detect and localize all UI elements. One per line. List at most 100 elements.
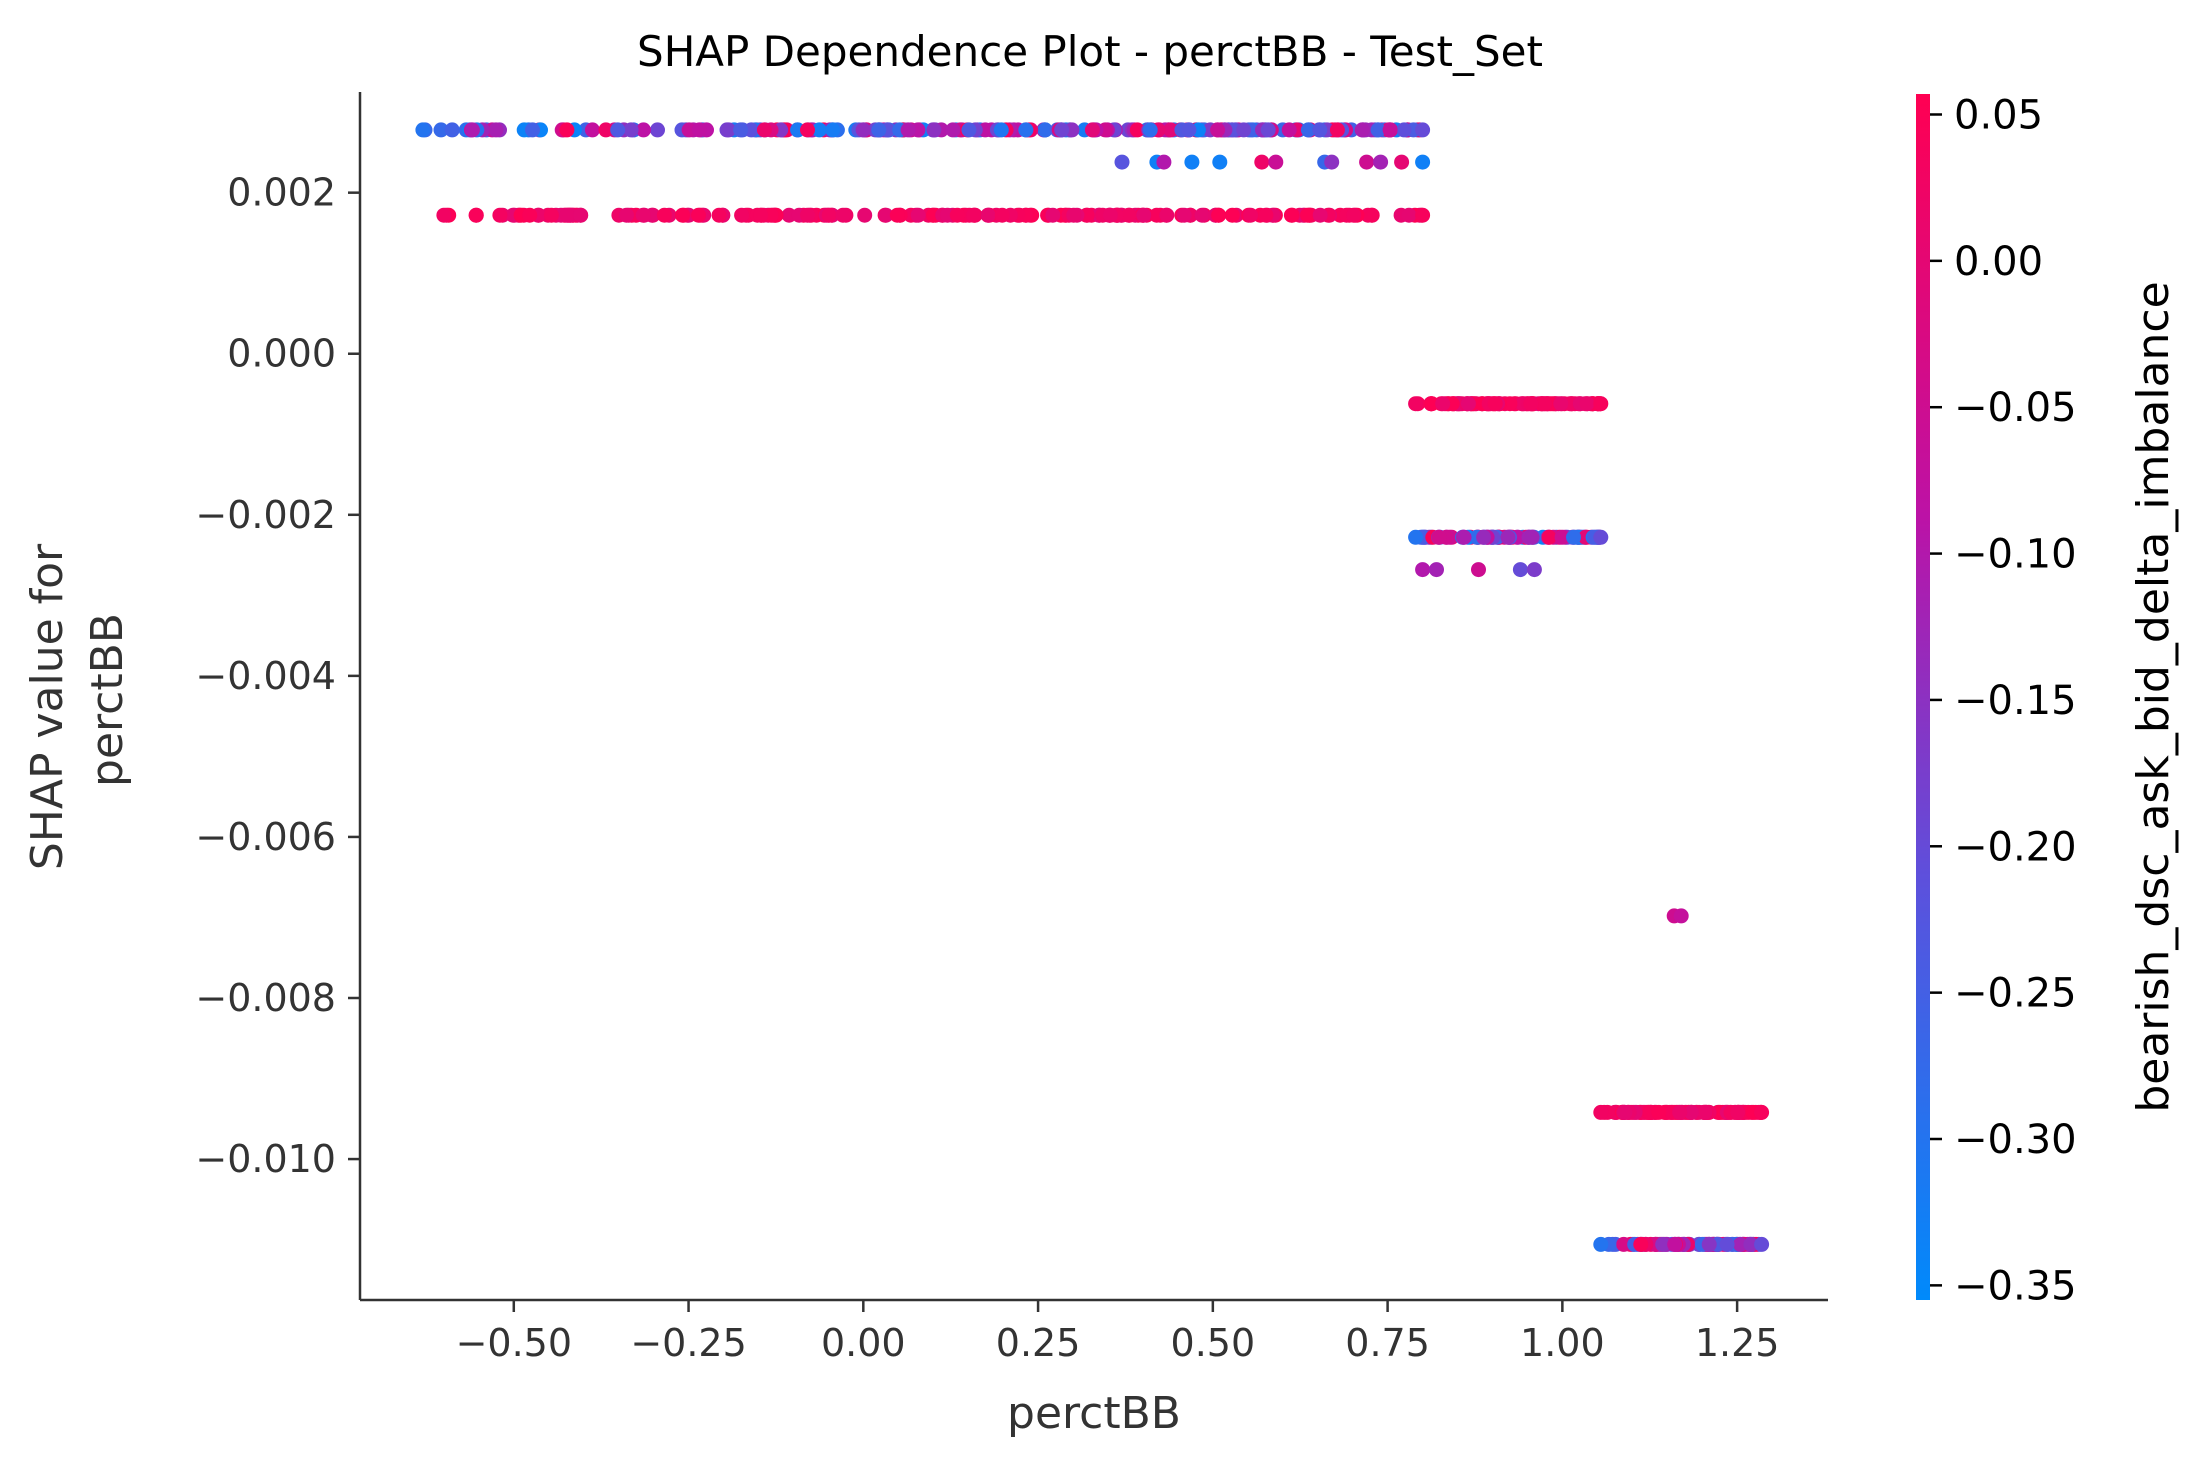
x-tick-label: 0.50 <box>1171 1321 1256 1365</box>
scatter-point <box>1054 122 1070 138</box>
scatter-point <box>1037 122 1053 138</box>
scatter-point <box>993 122 1009 138</box>
scatter-point <box>1283 207 1299 223</box>
scatter-point <box>1523 396 1539 412</box>
scatter-point <box>610 122 626 138</box>
scatter-point <box>1018 122 1034 138</box>
scatter-point <box>1502 396 1518 412</box>
scatter-point <box>1732 1236 1748 1252</box>
scatter-point <box>1184 154 1200 170</box>
colorbar-tick-label: −0.25 <box>1954 971 2077 1017</box>
scatter-point <box>691 122 707 138</box>
scatter-point <box>584 122 600 138</box>
scatter-point <box>1136 207 1152 223</box>
scatter-point <box>961 122 977 138</box>
scatter-point <box>468 207 484 223</box>
x-axis-title: perctBB <box>1007 1388 1181 1439</box>
scatter-point <box>1394 154 1410 170</box>
colorbar-title: bearish_dsc_ask_bid_delta_imbalance <box>2128 281 2179 1112</box>
y-tick-label: 0.002 <box>227 171 336 215</box>
scatter-points <box>415 122 1770 1252</box>
scatter-point <box>1633 1236 1649 1252</box>
scatter-point <box>1121 207 1137 223</box>
scatter-point <box>855 122 871 138</box>
y-axis-ticks: 0.002 0.000 −0.002 −0.004 −0.006 −0.008 −0.010 <box>195 171 360 1181</box>
scatter-point <box>1408 396 1424 412</box>
scatter-point <box>464 122 480 138</box>
scatter-point <box>619 207 634 223</box>
scatter-point <box>1415 562 1431 578</box>
scatter-point <box>1210 122 1226 138</box>
scatter-point <box>1194 207 1210 223</box>
scatter-point <box>889 207 905 223</box>
scatter-point <box>433 122 449 138</box>
scatter-point <box>1667 1236 1683 1252</box>
scatter-point <box>1045 207 1061 223</box>
scatter-point <box>1281 122 1297 138</box>
x-tick-label: 0.75 <box>1345 1321 1430 1365</box>
scatter-point <box>1460 396 1476 412</box>
scatter-point <box>1593 529 1609 545</box>
scatter-point <box>1084 122 1100 138</box>
scatter-point <box>1373 154 1389 170</box>
colorbar-tick-label: −0.30 <box>1954 1117 2077 1163</box>
scatter-point <box>825 122 841 138</box>
scatter-point <box>1593 1104 1609 1120</box>
scatter-point <box>522 207 538 223</box>
scatter-point <box>949 207 965 223</box>
scatter-point <box>1382 122 1398 138</box>
scatter-point <box>1359 154 1375 170</box>
colorbar-tick-label: −0.35 <box>1954 1263 2077 1309</box>
scatter-point <box>1300 122 1316 138</box>
scatter-point <box>994 207 1010 223</box>
scatter-point <box>675 207 690 223</box>
scatter-point <box>821 207 837 223</box>
scatter-point <box>1396 122 1412 138</box>
scatter-point <box>1471 562 1486 578</box>
x-tick-label: 0.00 <box>821 1321 906 1365</box>
scatter-point <box>1455 529 1471 545</box>
scatter-point <box>1102 207 1118 223</box>
scatter-point <box>525 122 540 138</box>
scatter-point <box>743 122 759 138</box>
scatter-point <box>1211 207 1227 223</box>
scatter-point <box>1554 529 1570 545</box>
colorbar-ticks: 0.05 0.00 −0.05 −0.10 −0.15 −0.20 −0.25 −0.30 −0… <box>1930 92 2077 1309</box>
scatter-point <box>835 207 851 223</box>
scatter-point <box>1672 1104 1688 1120</box>
colorbar-tick-label: 0.05 <box>1954 92 2043 138</box>
scatter-point <box>444 122 460 138</box>
scatter-point <box>1476 529 1492 545</box>
scatter-point <box>1593 1236 1609 1252</box>
scatter-point <box>857 207 873 223</box>
x-tick-label: −0.25 <box>630 1321 746 1365</box>
x-tick-label: 1.00 <box>1520 1321 1605 1365</box>
scatter-point <box>926 122 942 138</box>
scatter-point <box>878 207 894 223</box>
y-axis-title-line-2: perctBB <box>82 613 133 787</box>
scatter-point <box>1176 207 1192 223</box>
y-tick-label: −0.008 <box>195 976 336 1020</box>
scatter-point <box>1743 1236 1759 1252</box>
scatter-point <box>543 207 559 223</box>
scatter-point <box>598 122 614 138</box>
scatter-point <box>980 207 996 223</box>
scatter-point <box>656 207 672 223</box>
y-axis-title-line-1: SHAP value for <box>22 543 73 870</box>
scatter-point <box>1566 529 1581 545</box>
scatter-point <box>1370 122 1386 138</box>
scatter-point <box>1181 122 1197 138</box>
colorbar-tick-label: −0.10 <box>1954 532 2077 578</box>
scatter-point <box>1429 562 1444 578</box>
scatter-point <box>1159 207 1175 223</box>
colorbar-tick-label: −0.15 <box>1954 678 2077 724</box>
colorbar-tick-label: 0.00 <box>1954 239 2043 285</box>
scatter-point <box>1512 562 1528 578</box>
scatter-point <box>650 122 665 138</box>
scatter-point <box>1212 154 1228 170</box>
scatter-point <box>1243 207 1259 223</box>
scatter-point <box>1701 1236 1717 1252</box>
scatter-point <box>1346 207 1362 223</box>
scatter-point <box>1268 154 1284 170</box>
x-tick-label: −0.50 <box>456 1321 572 1365</box>
